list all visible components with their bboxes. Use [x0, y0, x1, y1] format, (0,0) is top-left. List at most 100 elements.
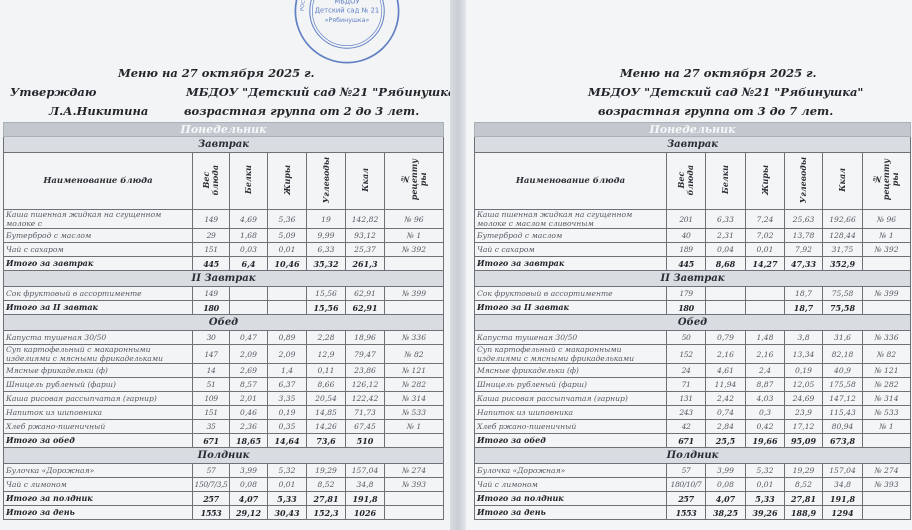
dish-row: Каша пшенная жидкая на сгущенном молоке …: [474, 209, 912, 229]
cell-fat: 0,89: [267, 330, 307, 345]
cell-protein: 0,08: [229, 477, 268, 492]
cell-recipe: № 274: [861, 463, 912, 478]
menu-page-age-2-3: МБДОУ Детский сад № 21 «Рябинушка» РОССИ…: [0, 0, 461, 530]
cell-recipe: [861, 433, 912, 448]
cell-recipe: [383, 433, 445, 448]
cell-name: Каша пшенная жидкая на сгущенном молоке …: [474, 209, 667, 229]
column-header-carbs: Углеводы: [306, 152, 346, 210]
organization-name: МБДОУ "Детский сад №21 "Рябинушка": [588, 85, 864, 99]
cell-recipe: № 393: [861, 477, 912, 492]
dish-row: Мясные фрикадельки (ф) 14 2,69 1,4 0,11 23,86…: [3, 363, 445, 378]
cell-protein: 25,5: [705, 433, 746, 448]
cell-kcal: 510: [345, 433, 385, 448]
cell-recipe: [383, 300, 445, 315]
dish-row: Каша рисовая рассыпчатая (гарнир) 131 2,42…: [474, 391, 912, 406]
cell-recipe: [861, 256, 912, 271]
column-header-recipe: № рецепту ры: [861, 152, 912, 210]
cell-kcal: 93,12: [345, 228, 385, 243]
cell-weight: 201: [666, 209, 706, 229]
cell-recipe: [861, 491, 912, 506]
cell-protein: 3,99: [705, 463, 746, 478]
cell-kcal: 31,75: [822, 242, 863, 257]
menu-table: Понедельник Завтрак Наименование блюда Вес …: [2, 122, 445, 520]
cell-carbs: 8,66: [306, 377, 346, 392]
cell-name: Шницель рубленый (фарш): [474, 377, 667, 392]
cell-kcal: 34,8: [345, 477, 385, 492]
cell-kcal: 82,18: [822, 344, 863, 364]
cell-kcal: 75,58: [822, 300, 863, 315]
cell-fat: [267, 300, 307, 315]
column-header-kcal: Ккал: [822, 152, 863, 210]
cell-fat: 1,48: [745, 330, 785, 345]
age-group: возрастная группа от 3 до 7 лет.: [598, 104, 834, 118]
cell-weight: 152: [666, 344, 706, 364]
svg-text:Детский сад № 21: Детский сад № 21: [315, 7, 379, 15]
cell-carbs: 24,69: [784, 391, 823, 406]
column-header-label: Углеводы: [320, 156, 331, 204]
menu-title: Меню на 27 октября 2025 г.: [118, 66, 315, 80]
cell-weight: 147: [192, 344, 230, 364]
cell-protein: 2,31: [705, 228, 746, 243]
cell-protein: 8,68: [705, 256, 746, 271]
column-header-label: Ккал: [359, 168, 370, 192]
cell-weight: 445: [192, 256, 230, 271]
svg-text:«Рябинушка»: «Рябинушка»: [325, 16, 370, 24]
cell-kcal: 1026: [345, 505, 385, 520]
cell-kcal: 1294: [822, 505, 863, 520]
cell-name: Каша рисовая рассыпчатая (гарнир): [3, 391, 193, 406]
cell-recipe: № 82: [861, 344, 912, 364]
cell-recipe: № 533: [383, 405, 445, 420]
cell-weight: 51: [192, 377, 230, 392]
cell-carbs: 23,9: [784, 405, 823, 420]
cell-fat: 5,32: [267, 463, 307, 478]
cell-fat: 39,26: [745, 505, 785, 520]
cell-fat: 5,36: [267, 209, 307, 229]
cell-weight: 257: [192, 491, 230, 506]
cell-name: Чай с лимоном: [3, 477, 193, 492]
cell-kcal: 261,3: [345, 256, 385, 271]
cell-name: Бутерброд с маслом: [474, 228, 667, 243]
cell-fat: 30,43: [267, 505, 307, 520]
dish-row: Булочка «Дорожная» 57 3,99 5,32 19,29 157,04 №…: [3, 463, 445, 478]
cell-kcal: 191,8: [822, 491, 863, 506]
cell-fat: 0,01: [745, 477, 785, 492]
menu-title: Меню на 27 октября 2025 г.: [620, 66, 817, 80]
dish-row: Напиток из шиповника 151 0,46 0,19 14,85 71,7…: [3, 405, 445, 420]
cell-kcal: 157,04: [345, 463, 385, 478]
cell-recipe: № 1: [383, 419, 445, 434]
cell-fat: 7,02: [745, 228, 785, 243]
cell-carbs: 12,05: [784, 377, 823, 392]
cell-recipe: № 399: [383, 286, 445, 301]
cell-carbs: 27,81: [784, 491, 823, 506]
cell-protein: 4,61: [705, 363, 746, 378]
cell-recipe: № 121: [861, 363, 912, 378]
meal-total-row: Итого за II завтак 180 15,56 62,91: [3, 300, 445, 315]
column-header-fat: Жиры: [745, 152, 785, 210]
cell-fat: 8,87: [745, 377, 785, 392]
cell-name: Каша рисовая рассыпчатая (гарнир): [474, 391, 667, 406]
cell-name: Бутерброд с маслом: [3, 228, 193, 243]
cell-name: Итого за полдник: [474, 491, 667, 506]
meal-header: Завтрак: [2, 136, 445, 153]
svg-text:МБДОУ: МБДОУ: [334, 0, 359, 5]
column-header-recipe: № рецепту ры: [383, 152, 445, 210]
column-header-label: Белки: [243, 165, 253, 195]
meal-title: Завтрак: [2, 136, 445, 153]
cell-kcal: 147,12: [822, 391, 863, 406]
cell-carbs: 20,54: [306, 391, 346, 406]
cell-recipe: № 336: [383, 330, 445, 345]
cell-carbs: 17,12: [784, 419, 823, 434]
cell-carbs: 25,63: [784, 209, 823, 229]
cell-weight: 1553: [192, 505, 230, 520]
cell-recipe: № 274: [383, 463, 445, 478]
cell-weight: 109: [192, 391, 230, 406]
meal-title: Завтрак: [473, 136, 912, 153]
column-header-label: Углеводы: [798, 156, 808, 204]
cell-recipe: [383, 256, 445, 271]
menu-table: Понедельник Завтрак Наименование блюда Вес …: [473, 122, 912, 520]
cell-carbs: 13,34: [784, 344, 823, 364]
signer-name: Л.А.Никитина: [49, 104, 149, 118]
cell-name: Итого за день: [474, 505, 667, 520]
dish-row: Шницель рубленый (фарш) 71 11,94 8,87 12,05 1…: [474, 377, 912, 392]
cell-carbs: 152,3: [306, 505, 346, 520]
